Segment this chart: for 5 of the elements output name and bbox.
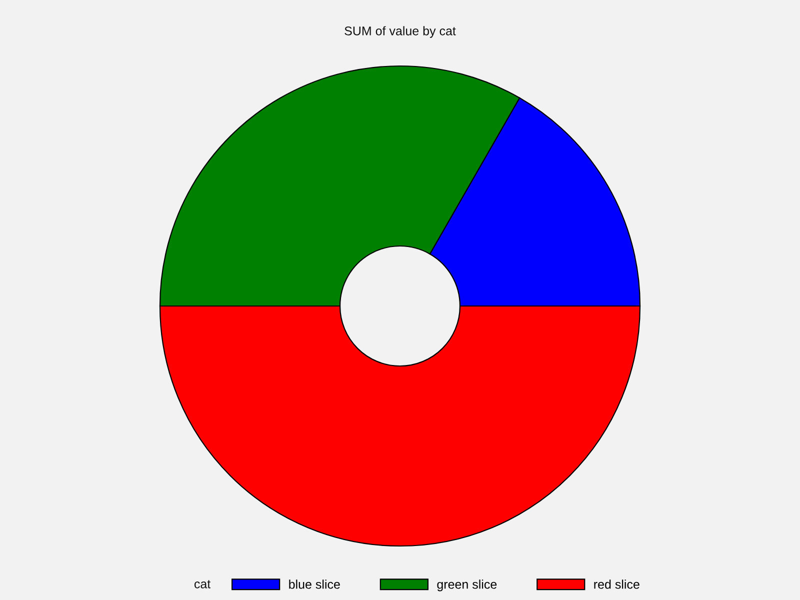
legend-label: red slice <box>594 580 640 589</box>
legend-title: cat <box>194 580 211 588</box>
legend-label: blue slice <box>289 580 340 589</box>
legend-label: green slice <box>437 580 497 592</box>
chart-title: SUM of value by cat <box>344 26 456 38</box>
